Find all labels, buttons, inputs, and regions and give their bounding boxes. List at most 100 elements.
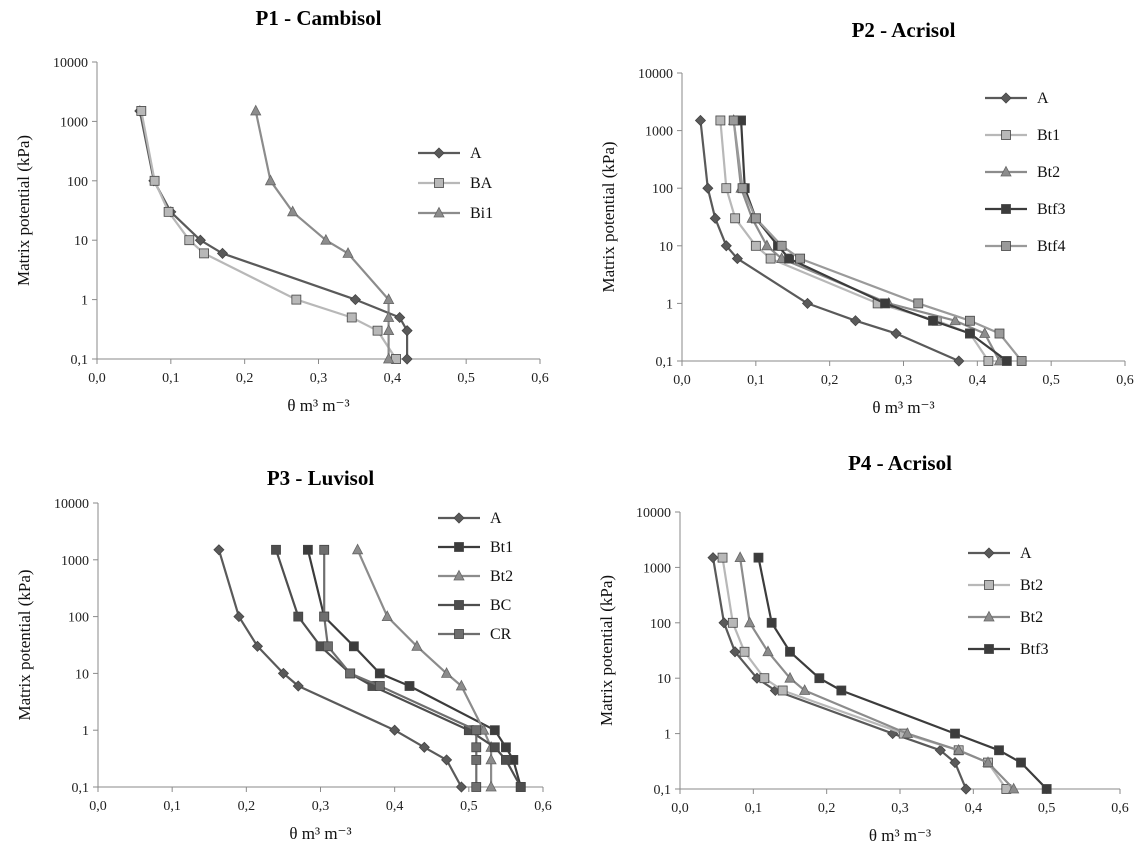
x-tick-label: 0,4 [965, 801, 983, 816]
data-point [734, 551, 746, 563]
x-tick-label: 0,5 [457, 371, 475, 386]
data-point [994, 745, 1004, 756]
y-tick-label: 10000 [638, 67, 673, 82]
data-point [744, 616, 756, 628]
data-point [394, 311, 406, 324]
data-point [440, 667, 453, 678]
x-tick-label: 0,3 [312, 799, 330, 814]
data-point [762, 645, 774, 657]
y-axis-label: Matrix potential (kPa) [597, 575, 616, 726]
data-point [750, 240, 761, 251]
data-point [750, 213, 761, 224]
data-point [765, 253, 776, 264]
legend-marker [453, 569, 465, 581]
legend-marker [984, 580, 994, 590]
data-point [184, 235, 195, 246]
data-point [136, 106, 147, 116]
data-point [950, 728, 960, 739]
series-Bi1 [250, 104, 395, 364]
data-point [389, 724, 401, 736]
legend-label: Btf3 [1020, 641, 1048, 658]
data-point [346, 312, 357, 323]
legend-marker [1001, 204, 1011, 214]
legend-label: BA [470, 175, 493, 192]
legend-marker [983, 610, 995, 622]
series-line [254, 110, 390, 359]
data-point [953, 743, 965, 755]
data-point [728, 115, 739, 126]
series-line [140, 110, 397, 360]
y-tick-label: 100 [67, 175, 88, 190]
data-point [199, 248, 209, 259]
data-point [720, 240, 732, 252]
series-A [134, 105, 413, 365]
y-tick-label: 100 [68, 611, 89, 626]
data-point [928, 315, 938, 326]
data-point [286, 205, 299, 217]
y-tick-label: 10 [75, 667, 89, 682]
series-BC [271, 544, 526, 792]
data-point [381, 610, 393, 621]
data-point [717, 552, 728, 563]
series-line [274, 549, 522, 788]
legend-marker [454, 542, 464, 552]
data-point [953, 355, 965, 367]
legend-marker [984, 644, 994, 654]
data-point [979, 327, 991, 338]
data-point [702, 182, 714, 194]
legend-marker [454, 629, 464, 639]
data-point [949, 314, 961, 326]
data-point [271, 544, 281, 555]
series-Btf4 [728, 115, 1027, 366]
legend-label: Btf3 [1037, 201, 1065, 218]
legend-label: Btf4 [1037, 238, 1065, 255]
data-point [404, 681, 415, 691]
data-point [777, 685, 788, 696]
data-point [983, 356, 994, 366]
series-A [694, 114, 965, 367]
chart-title: P1 - Cambisol [256, 6, 382, 30]
x-tick-label: 0,6 [1111, 801, 1129, 816]
y-tick-label: 10000 [53, 56, 88, 71]
legend-label: Bt2 [1037, 164, 1060, 181]
data-point [471, 754, 482, 765]
data-point [455, 781, 467, 793]
data-point [213, 544, 225, 556]
data-point [731, 253, 743, 265]
data-point [814, 673, 825, 684]
data-point [1001, 356, 1012, 366]
data-point [709, 212, 721, 224]
data-point [471, 725, 482, 736]
data-point [411, 639, 423, 651]
legend-marker [453, 512, 465, 524]
y-tick-label: 0,1 [71, 353, 89, 368]
data-point [216, 247, 229, 259]
data-point [982, 756, 994, 767]
data-point [730, 213, 741, 224]
x-axis-label: θ m³ m⁻³ [287, 396, 349, 415]
data-point [292, 680, 304, 692]
data-point [351, 543, 364, 555]
x-tick-label: 0,4 [386, 799, 404, 814]
data-point [766, 617, 777, 628]
legend-label: Bi1 [470, 205, 493, 222]
y-tick-label: 10 [657, 672, 671, 687]
y-tick-label: 10 [659, 240, 673, 255]
y-axis-label: Matrix potential (kPa) [15, 569, 34, 720]
series-Bt2 [734, 551, 1020, 794]
series-A [213, 544, 467, 793]
data-point [694, 114, 707, 127]
data-point [149, 175, 160, 186]
series-Bt2 [728, 114, 1006, 366]
data-point [485, 753, 497, 765]
data-point [1016, 356, 1027, 366]
data-point [761, 239, 773, 251]
data-point [489, 742, 500, 753]
data-point [913, 298, 924, 309]
legend-label: A [490, 510, 502, 527]
data-point [890, 327, 902, 340]
data-point [753, 552, 764, 563]
data-point [251, 640, 264, 652]
x-tick-label: 0,2 [236, 371, 254, 386]
x-tick-label: 0,4 [384, 371, 402, 386]
